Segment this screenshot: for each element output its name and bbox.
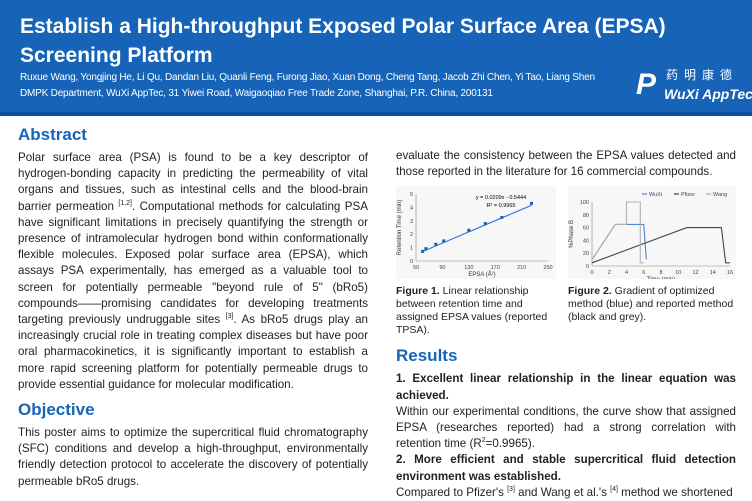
- x-axis-label: Time (min): [647, 277, 675, 279]
- result-2-title: 2. More efficient and stable supercritic…: [396, 453, 736, 483]
- legend-label: Pfizer: [681, 192, 695, 198]
- x-tick-label: 0: [590, 270, 593, 276]
- figure-2: 0 2 4 6 8 10 12 14 16 0 20 40 60 80 100 Time (min) %Phas…: [568, 186, 736, 337]
- y-tick-label: 100: [580, 200, 589, 206]
- right-column: evaluate the consistency between the EPS…: [396, 124, 736, 501]
- x-axis-label: EPSA (Å²): [468, 271, 495, 278]
- right-intro-text: evaluate the consistency between the EPS…: [396, 149, 736, 179]
- x-tick-label: 8: [659, 270, 662, 276]
- authors: Ruxue Wang, Yongjing He, Li Qu, Dandan L…: [20, 72, 595, 83]
- y-tick-label: 0: [410, 259, 413, 265]
- legend-label: Wang: [713, 192, 727, 198]
- affiliation: DMPK Department, WuXi AppTec, 31 Yiwei R…: [20, 88, 493, 99]
- x-tick-label: 250: [543, 265, 552, 271]
- results-heading: Results: [396, 346, 458, 366]
- logo-en: WuXi AppTec: [664, 86, 752, 102]
- x-tick-label: 10: [675, 270, 681, 276]
- legend-label: WuXi: [649, 192, 662, 198]
- figure-1-caption: Figure 1. Linear relationship between re…: [396, 285, 548, 337]
- figure-1-chart: 50 90 130 170 210 250 0 1 2 3 4 5 EPSA (Å²) Retention…: [396, 186, 556, 280]
- x-tick-label: 12: [692, 270, 698, 276]
- data-point: [530, 202, 533, 206]
- y-tick-label: 20: [583, 252, 589, 258]
- y-axis-label: Retention Time (min): [397, 200, 403, 256]
- y-tick-label: 60: [583, 226, 589, 232]
- x-tick-label: 14: [710, 270, 716, 276]
- poster-header: Establish a High-throughput Exposed Pola…: [0, 0, 752, 116]
- poster-title: Establish a High-throughput Exposed Pola…: [20, 15, 666, 67]
- figures-row: 50 90 130 170 210 250 0 1 2 3 4 5 EPSA (Å²) Retention…: [396, 186, 736, 337]
- x-tick-label: 16: [727, 270, 733, 276]
- trendline: [422, 205, 532, 253]
- y-tick-label: 80: [583, 213, 589, 219]
- x-tick-label: 6: [642, 270, 645, 276]
- wuxi-apptec-logo: P 药明康德 WuXi AppTec: [636, 68, 752, 106]
- x-tick-label: 50: [413, 265, 419, 271]
- abstract-text: Polar surface area (PSA) is found to be …: [18, 151, 368, 391]
- logo-cn: 药明康德: [666, 68, 739, 82]
- logo-mark-icon: P: [636, 68, 657, 101]
- r-squared-label: R² = 0.9965: [487, 203, 516, 209]
- figure-2-chart: 0 2 4 6 8 10 12 14 16 0 20 40 60 80 100 Time (min) %Phas…: [568, 186, 736, 280]
- abstract-heading: Abstract: [18, 125, 87, 144]
- results-text: 1. Excellent linear relationship in the …: [396, 372, 736, 499]
- y-tick-label: 1: [410, 246, 413, 252]
- figure-1: 50 90 130 170 210 250 0 1 2 3 4 5 EPSA (Å²) Retention…: [396, 186, 564, 337]
- y-axis-label: %Phase B: [569, 220, 575, 248]
- y-tick-label: 2: [410, 233, 413, 239]
- x-tick-label: 2: [608, 270, 611, 276]
- x-tick-label: 210: [517, 265, 526, 271]
- x-tick-label: 4: [625, 270, 628, 276]
- series-line-wuxi: [591, 224, 647, 261]
- y-tick-label: 40: [583, 239, 589, 245]
- data-point: [467, 229, 471, 233]
- data-point: [434, 243, 438, 247]
- series-line-wang: [591, 201, 644, 264]
- data-point: [421, 250, 425, 254]
- y-tick-label: 4: [410, 206, 413, 212]
- data-point: [442, 239, 446, 243]
- figure-2-caption: Figure 2. Gradient of optimized method (…: [568, 285, 734, 324]
- result-1-title: 1. Excellent linear relationship in the …: [396, 372, 736, 402]
- data-point: [424, 247, 428, 251]
- y-tick-label: 0: [586, 264, 589, 270]
- data-point: [500, 216, 504, 220]
- data-point: [483, 222, 487, 226]
- series-line-pfizer: [591, 227, 730, 264]
- x-tick-label: 170: [491, 265, 500, 271]
- left-column: Abstract Polar surface area (PSA) is fou…: [18, 124, 368, 490]
- y-tick-label: 3: [410, 219, 413, 225]
- objective-text: This poster aims to optimize the supercr…: [18, 426, 368, 488]
- y-tick-label: 5: [410, 192, 413, 198]
- x-tick-label: 90: [439, 265, 445, 271]
- x-tick-label: 130: [464, 265, 473, 271]
- trendline-equation: y = 0.0209x - 0.5444: [476, 195, 526, 201]
- objective-heading: Objective: [18, 400, 95, 420]
